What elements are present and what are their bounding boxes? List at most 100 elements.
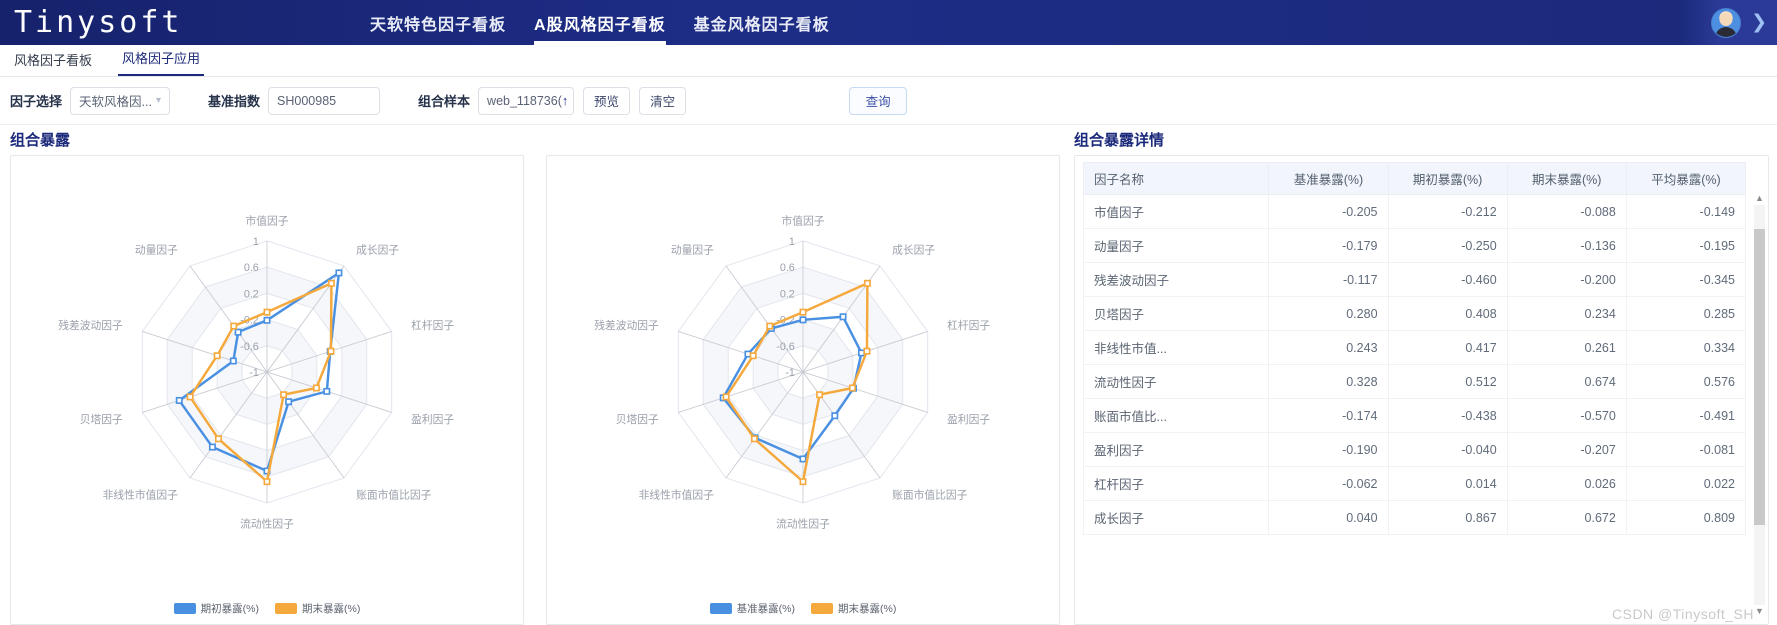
- legend-swatch-icon: [811, 603, 833, 614]
- cell-value: -0.117: [1268, 262, 1389, 297]
- factor-select-group: 因子选择 天软风格因... ▾: [10, 86, 171, 115]
- cell-value: 0.417: [1387, 330, 1508, 365]
- upload-icon[interactable]: ↑: [561, 93, 569, 108]
- preview-button[interactable]: 预览: [583, 86, 631, 115]
- cell-value: -0.088: [1506, 194, 1627, 229]
- radar-axis-line: [802, 371, 881, 479]
- radar-data-point: [857, 349, 865, 357]
- table-row[interactable]: 盈利因子 -0.190 -0.040 -0.207 -0.081: [1082, 432, 1747, 467]
- radar-legend-left: 期初暴露(%) 期末暴露(%): [11, 601, 523, 616]
- query-button[interactable]: 查询: [849, 86, 908, 115]
- legend-item[interactable]: 期末暴露(%): [275, 601, 360, 616]
- scrollbar-track[interactable]: [1754, 205, 1765, 605]
- top-header-bar: Tinysoft 天软特色因子看板 A股风格因子看板 基金风格因子看板 ❯: [0, 0, 1777, 45]
- radar-axis-line: [142, 371, 268, 413]
- cell-value: 0.672: [1506, 500, 1627, 535]
- cell-value: 0.334: [1625, 330, 1747, 365]
- nav-item-tianruan-factor-board[interactable]: 天软特色因子看板: [370, 16, 507, 34]
- cell-factor-name: 残差波动因子: [1082, 262, 1270, 297]
- cell-factor-name: 流动性因子: [1082, 364, 1270, 399]
- table-row[interactable]: 非线性市值... 0.243 0.417 0.261 0.334: [1082, 330, 1747, 365]
- cell-value: 0.867: [1387, 500, 1508, 535]
- radar-chart-right[interactable]: 1 0.6 0.2 -0.2 -0.6 -1 市值因子 成长因子 杠杆因子 盈利因子 账面市值比因子…: [547, 156, 1059, 594]
- table-row[interactable]: 账面市值比... -0.174 -0.438 -0.570 -0.491: [1082, 398, 1747, 433]
- portfolio-sample-input[interactable]: web_118736( ↑: [478, 86, 575, 115]
- radar-data-point: [323, 387, 331, 395]
- table-row[interactable]: 贝塔因子 0.280 0.408 0.234 0.285: [1082, 296, 1747, 331]
- legend-item[interactable]: 期末暴露(%): [811, 601, 896, 616]
- radar-data-point: [285, 398, 293, 406]
- scroll-down-arrow-icon[interactable]: ▼: [1755, 606, 1764, 616]
- table-row[interactable]: 残差波动因子 -0.117 -0.460 -0.200 -0.345: [1082, 262, 1747, 297]
- table-row[interactable]: 杠杆因子 -0.062 0.014 0.026 0.022: [1082, 466, 1747, 501]
- radar-data-point: [208, 443, 216, 451]
- portfolio-sample-label: 组合样本: [418, 94, 471, 109]
- portfolio-sample-group: 组合样本 web_118736( ↑ 预览 清空: [418, 86, 687, 115]
- column-header-start-exposure[interactable]: 期初暴露(%): [1387, 162, 1508, 195]
- radar-category-label: 成长因子: [892, 244, 935, 256]
- cell-value: 0.261: [1506, 330, 1627, 365]
- table-row[interactable]: 成长因子 0.040 0.867 0.672 0.809: [1082, 500, 1747, 535]
- radar-data-point: [312, 384, 320, 392]
- table-vertical-scrollbar[interactable]: ▲ ▼: [1754, 194, 1765, 616]
- benchmark-index-input[interactable]: SH000985: [268, 86, 381, 115]
- user-avatar-icon[interactable]: [1711, 7, 1742, 38]
- cell-value: 0.328: [1268, 364, 1389, 399]
- radar-tick-label: 0.2: [780, 288, 795, 300]
- radar-category-label: 市值因子: [245, 214, 288, 227]
- table-row[interactable]: 流动性因子 0.328 0.512 0.674 0.576: [1082, 364, 1747, 399]
- radar-tick-label: -1: [249, 367, 259, 379]
- radar-axis-line: [189, 371, 268, 479]
- tab-style-factor-application[interactable]: 风格因子应用: [118, 48, 205, 76]
- exposure-charts-column: 组合暴露 1 0.6 0.2 -0.2 -0.6 -1 市值因子 成长因子 杠杆因子 盈利因子 账面…: [10, 133, 1060, 625]
- radar-tick-label: 0.2: [244, 288, 259, 300]
- radar-data-point: [863, 279, 871, 287]
- radar-category-label: 盈利因子: [411, 414, 454, 426]
- radar-panel-left: 1 0.6 0.2 -0.2 -0.6 -1 市值因子 成长因子 杠杆因子 盈利因子 账面市值比因子…: [10, 155, 524, 625]
- scroll-up-arrow-icon[interactable]: ▲: [1755, 193, 1764, 203]
- radar-category-label: 成长因子: [356, 244, 399, 256]
- cell-value: 0.280: [1268, 296, 1389, 331]
- nav-item-fund-style-factor-board[interactable]: 基金风格因子看板: [693, 16, 830, 34]
- primary-nav: 天软特色因子看板 A股风格因子看板 基金风格因子看板: [370, 0, 830, 45]
- cell-value: -0.460: [1387, 262, 1508, 297]
- cell-value: -0.040: [1387, 432, 1508, 467]
- nav-item-astock-style-factor-board[interactable]: A股风格因子看板: [534, 0, 666, 45]
- sub-tab-bar: 风格因子看板 风格因子应用: [0, 45, 1777, 77]
- cell-value: 0.674: [1506, 364, 1627, 399]
- radar-axis-line: [725, 371, 804, 479]
- tab-style-factor-board[interactable]: 风格因子看板: [14, 53, 93, 68]
- table-row[interactable]: 动量因子 -0.179 -0.250 -0.136 -0.195: [1082, 228, 1747, 263]
- table-body: 市值因子 -0.205 -0.212 -0.088 -0.149 动量因子 -0.179 -0…: [1082, 194, 1747, 535]
- factor-select-dropdown[interactable]: 天软风格因... ▾: [70, 86, 171, 115]
- radar-category-label: 非线性市值因子: [639, 489, 715, 502]
- chevron-right-icon[interactable]: ❯: [1751, 12, 1767, 33]
- radar-chart-left[interactable]: 1 0.6 0.2 -0.2 -0.6 -1 市值因子 成长因子 杠杆因子 盈利因子 账面市值比因子…: [11, 156, 523, 594]
- legend-item[interactable]: 基准暴露(%): [709, 601, 795, 616]
- portfolio-sample-value: web_118736(: [487, 93, 562, 108]
- cell-value: 0.576: [1625, 364, 1747, 399]
- table-row[interactable]: 市值因子 -0.205 -0.212 -0.088 -0.149: [1082, 194, 1747, 229]
- legend-label: 期初暴露(%): [200, 603, 259, 615]
- radar-data-point: [234, 328, 242, 336]
- column-header-benchmark-exposure[interactable]: 基准暴露(%): [1268, 162, 1389, 195]
- radar-data-point: [186, 393, 194, 401]
- radar-data-point: [848, 384, 856, 392]
- radar-category-label: 非线性市值因子: [103, 489, 179, 502]
- clear-button[interactable]: 清空: [639, 86, 687, 115]
- legend-item[interactable]: 期初暴露(%): [173, 601, 259, 616]
- radar-category-label: 残差波动因子: [58, 319, 123, 332]
- column-header-average-exposure[interactable]: 平均暴露(%): [1625, 162, 1747, 195]
- cell-value: -0.345: [1625, 262, 1747, 297]
- cell-value: 0.408: [1387, 296, 1508, 331]
- cell-factor-name: 市值因子: [1082, 194, 1270, 229]
- radar-legend-right: 基准暴露(%) 期末暴露(%): [547, 601, 1059, 616]
- radar-data-point: [839, 313, 847, 321]
- radar-data-point: [799, 316, 807, 324]
- radar-data-point: [816, 391, 824, 399]
- scrollbar-thumb[interactable]: [1754, 229, 1765, 525]
- radar-axis-line: [678, 330, 804, 373]
- radar-data-point: [722, 393, 730, 401]
- column-header-factor-name[interactable]: 因子名称: [1082, 162, 1270, 195]
- column-header-end-exposure[interactable]: 期末暴露(%): [1506, 162, 1627, 195]
